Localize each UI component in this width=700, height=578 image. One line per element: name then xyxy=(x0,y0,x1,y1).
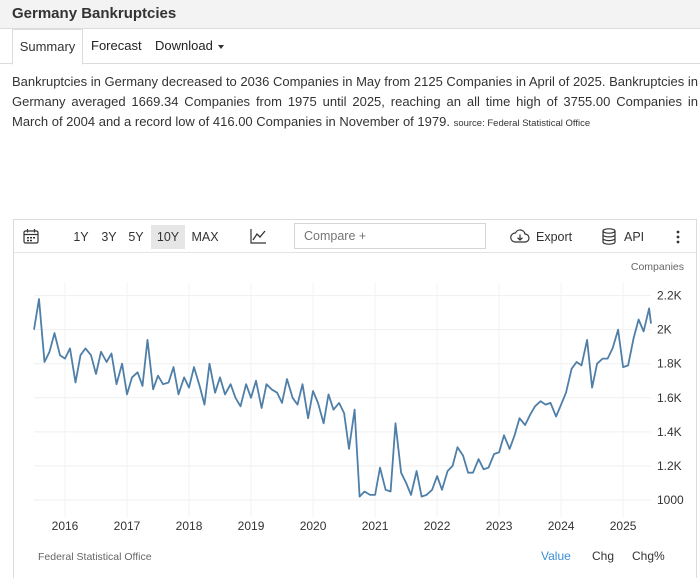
y-axis-unit-label: Companies xyxy=(630,261,684,273)
page-title: Germany Bankruptcies xyxy=(12,5,177,22)
x-tick-label: 2018 xyxy=(176,519,203,533)
chart-series xyxy=(33,298,652,498)
mode-chgpct-button[interactable]: Chg% xyxy=(632,549,665,563)
caret-down-icon xyxy=(217,44,224,49)
range-10y-button[interactable]: 10Y xyxy=(151,225,185,249)
range-3y-button[interactable]: 3Y xyxy=(101,230,117,244)
summary-text: Bankruptcies in Germany decreased to 203… xyxy=(12,74,698,129)
mode-chg-button[interactable]: Chg xyxy=(592,549,615,563)
y-tick-label: 1.8K xyxy=(657,357,682,371)
chart-toolbar: 1Y 3Y 5Y 10Y MAX Export API xyxy=(14,220,696,253)
compare-input[interactable] xyxy=(294,223,486,249)
x-tick-label: 2019 xyxy=(238,519,265,533)
chart-panel: 1Y 3Y 5Y 10Y MAX Export API Companies 10… xyxy=(13,219,697,578)
calendar-icon[interactable] xyxy=(23,228,39,244)
tab-bar: Summary Forecast Download xyxy=(0,29,700,65)
cloud-download-icon[interactable] xyxy=(510,229,530,244)
x-tick-label: 2017 xyxy=(114,519,141,533)
title-bar: Germany Bankruptcies xyxy=(0,0,700,29)
x-tick-label: 2024 xyxy=(548,519,575,533)
x-tick-label: 2025 xyxy=(610,519,637,533)
series-line xyxy=(33,298,652,498)
line-chart-icon[interactable] xyxy=(250,228,267,244)
tab-forecast[interactable]: Forecast xyxy=(91,38,142,53)
y-tick-label: 2.2K xyxy=(657,289,682,303)
chart-grid xyxy=(34,282,651,517)
mode-value-button[interactable]: Value xyxy=(541,549,571,563)
x-tick-label: 2023 xyxy=(486,519,513,533)
more-options-icon[interactable] xyxy=(675,230,681,244)
x-tick-label: 2020 xyxy=(300,519,327,533)
tab-summary[interactable]: Summary xyxy=(12,29,83,65)
y-tick-label: 1.2K xyxy=(657,459,682,473)
y-axis-ticks: 1000 1.2K 1.4K 1.6K 1.8K 2K 2.2K xyxy=(657,289,684,507)
x-axis-ticks: 2016 2017 2018 2019 2020 2021 2022 2023 2024 2025 xyxy=(52,519,637,533)
chart-source: Federal Statistical Office xyxy=(38,551,152,563)
export-button[interactable]: Export xyxy=(536,230,573,244)
x-tick-label: 2021 xyxy=(362,519,389,533)
y-tick-label: 2K xyxy=(657,323,672,337)
api-button[interactable]: API xyxy=(624,230,645,244)
range-1y-button[interactable]: 1Y xyxy=(73,230,89,244)
x-tick-label: 2016 xyxy=(52,519,79,533)
summary-description: Bankruptcies in Germany decreased to 203… xyxy=(12,72,698,134)
range-5y-button[interactable]: 5Y xyxy=(128,230,144,244)
summary-source: source: Federal Statistical Office xyxy=(453,118,591,129)
y-tick-label: 1000 xyxy=(657,493,684,507)
y-tick-label: 1.4K xyxy=(657,425,682,439)
database-icon[interactable] xyxy=(602,228,616,245)
tab-download[interactable]: Download xyxy=(155,29,224,64)
y-tick-label: 1.6K xyxy=(657,391,682,405)
tab-download-label: Download xyxy=(155,38,213,53)
x-tick-label: 2022 xyxy=(424,519,451,533)
range-max-button[interactable]: MAX xyxy=(191,230,219,244)
